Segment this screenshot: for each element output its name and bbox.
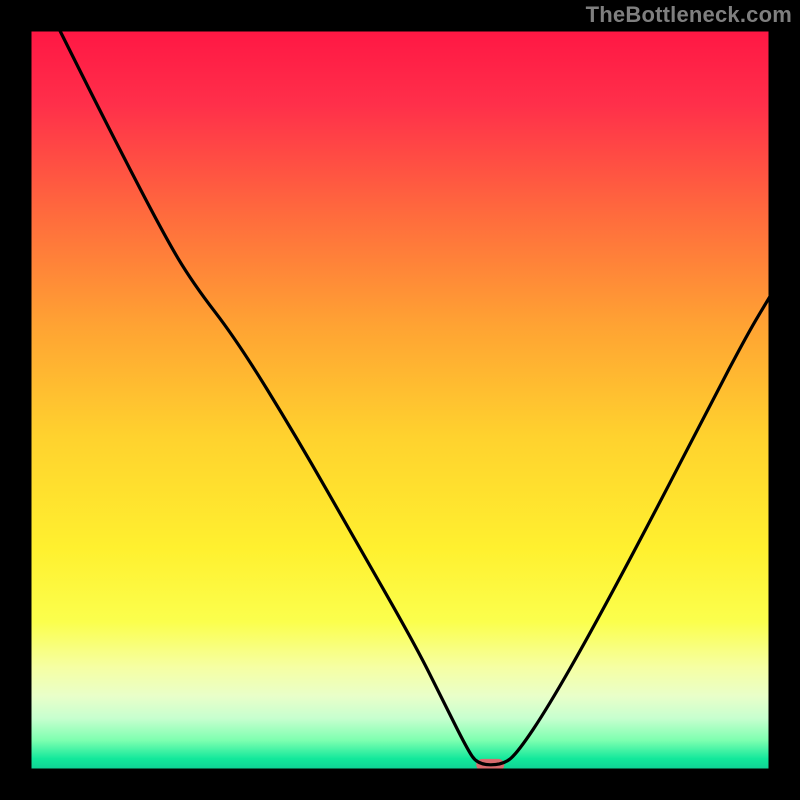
chart-container: TheBottleneck.com xyxy=(0,0,800,800)
plot-gradient-background xyxy=(30,30,770,770)
watermark-text: TheBottleneck.com xyxy=(586,2,792,28)
bottleneck-chart xyxy=(0,0,800,800)
